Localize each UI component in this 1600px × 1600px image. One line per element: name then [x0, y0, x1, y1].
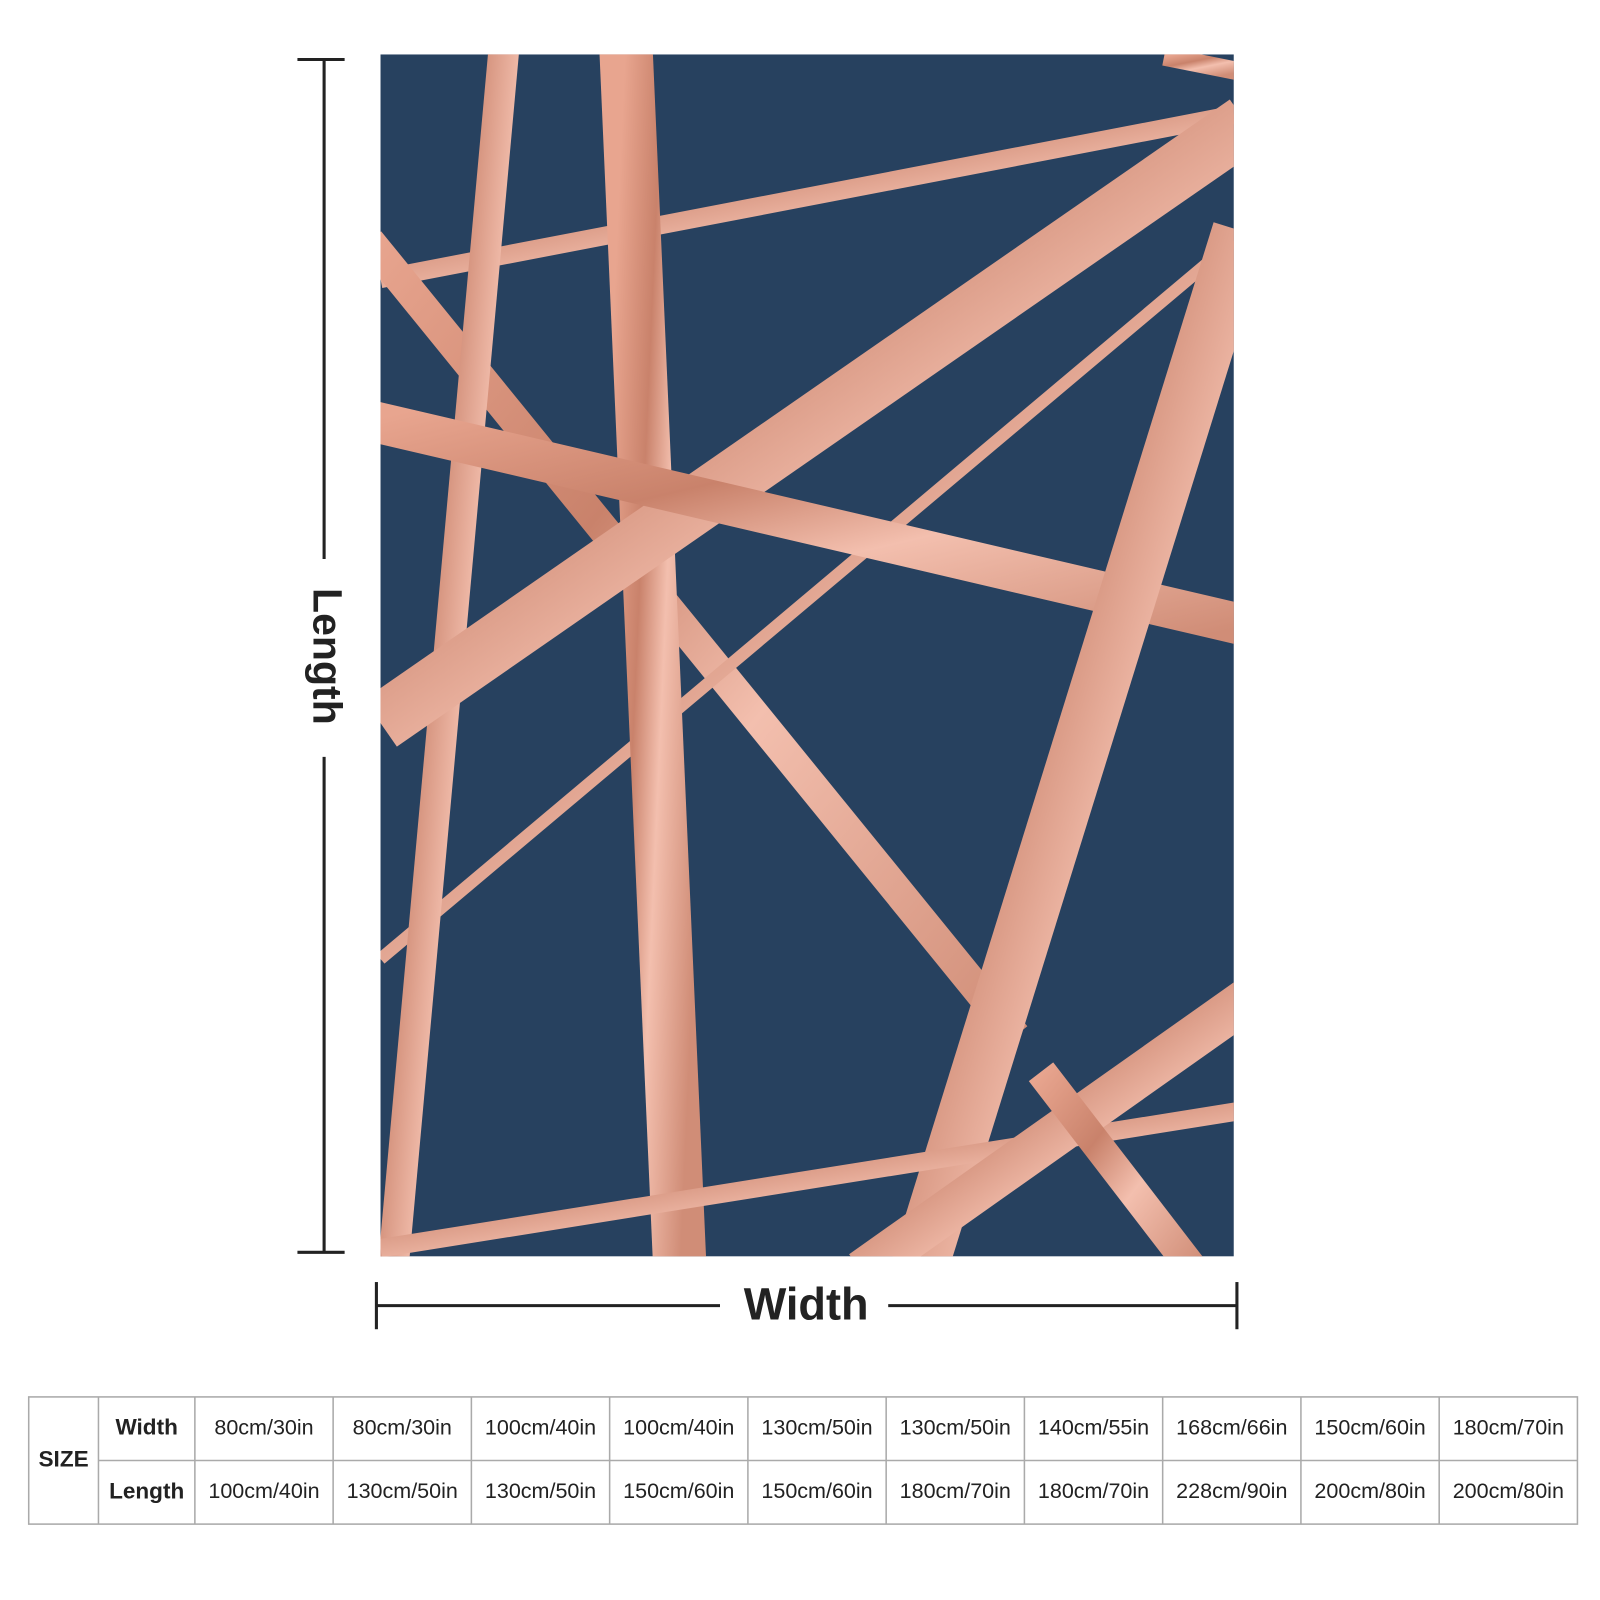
- size-cell: 180cm/70in: [1038, 1479, 1149, 1503]
- length-dimension: [297, 57, 345, 1254]
- size-cell: 168cm/66in: [1176, 1415, 1287, 1439]
- size-cell: 180cm/70in: [1453, 1415, 1564, 1439]
- size-cell: 200cm/80in: [1453, 1479, 1564, 1503]
- table-header: SIZE: [39, 1446, 89, 1471]
- size-cell: 140cm/55in: [1038, 1415, 1149, 1439]
- size-cell: 130cm/50in: [761, 1415, 872, 1439]
- size-cell: 100cm/40in: [623, 1415, 734, 1439]
- width-dimension: [374, 1282, 1239, 1330]
- size-cell: 150cm/60in: [623, 1479, 734, 1503]
- size-cell: 150cm/60in: [1314, 1415, 1425, 1439]
- row-label: Width: [115, 1415, 177, 1440]
- size-cell: 130cm/50in: [347, 1479, 458, 1503]
- blanket: [380, 54, 1234, 1257]
- size-cell: 100cm/40in: [485, 1415, 596, 1439]
- size-cell: 80cm/30in: [214, 1415, 313, 1439]
- size-cell: 200cm/80in: [1314, 1479, 1425, 1503]
- size-cell: 130cm/50in: [485, 1479, 596, 1503]
- size-cell: 80cm/30in: [353, 1415, 452, 1439]
- row-label: Length: [109, 1478, 184, 1503]
- size-cell: 180cm/70in: [900, 1479, 1011, 1503]
- size-cell: 100cm/40in: [208, 1479, 319, 1503]
- size-table: SIZE Width 80cm/30in 80cm/30in 100cm/40in 100…: [27, 1396, 1579, 1525]
- length-label: Length: [304, 588, 350, 725]
- size-cell: 130cm/50in: [900, 1415, 1011, 1439]
- size-cell: 150cm/60in: [761, 1479, 872, 1503]
- width-label: Width: [744, 1279, 869, 1330]
- size-cell: 228cm/90in: [1176, 1479, 1287, 1503]
